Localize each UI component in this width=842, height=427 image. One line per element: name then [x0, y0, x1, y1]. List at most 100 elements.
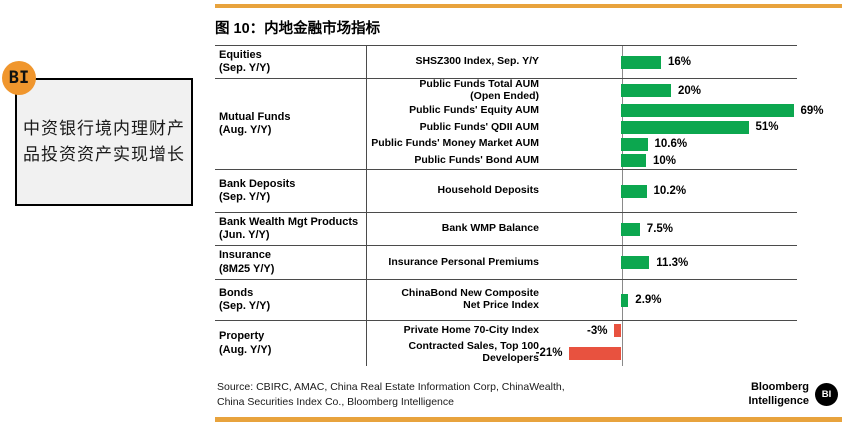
measure-label: Public Funds' Equity AUM: [409, 103, 539, 116]
category-period-label: (Aug. Y/Y): [219, 343, 272, 356]
value-bar: [568, 346, 621, 360]
indicator-line: Public Funds' Bond AUM 10%: [367, 152, 824, 169]
value-bar: [621, 55, 661, 69]
value-label: 16%: [668, 56, 692, 68]
positive-bar-zone: 11.3%: [621, 256, 797, 269]
indicator-line: Public Funds' QDII AUM 51%: [367, 119, 824, 136]
positive-bar-zone: 20%: [621, 84, 824, 98]
positive-bar-zone: 16%: [621, 55, 797, 69]
value-label: -3%: [587, 324, 608, 337]
measure-label: SHSZ300 Index, Sep. Y/Y: [415, 55, 539, 68]
figure-title: 图 10：内地金融市场指标: [215, 21, 381, 37]
value-label: 11.3%: [656, 256, 689, 269]
indicator-line: Bank WMP Balance 7.5%: [367, 213, 797, 245]
table-row: Bonds (Sep. Y/Y) ChinaBond New Composite Ne…: [215, 280, 797, 321]
value-bar: [621, 120, 749, 134]
table-row: Equities (Sep. Y/Y) SHSZ300 Index, Sep. Y/…: [215, 46, 797, 79]
value-bar: [621, 184, 647, 198]
callout-line-2: 品投资资产实现增长: [23, 145, 185, 164]
measure-label: ChinaBond New Composite Net Price Index: [401, 287, 539, 311]
bi-logo-badge: BI: [2, 61, 36, 95]
table-row: Bank Wealth Mgt Products (Jun. Y/Y) Bank W…: [215, 213, 797, 246]
source-note: Source: CBIRC, AMAC, China Real Estate I…: [217, 380, 565, 409]
value-label: 10%: [653, 154, 677, 167]
indicator-line: ChinaBond New Composite Net Price Index 2.…: [367, 280, 797, 320]
items-cell: Insurance Personal Premiums 11.3%: [367, 246, 797, 279]
negative-bar-zone: -3%: [539, 324, 621, 338]
measure-label: Insurance Personal Premiums: [388, 255, 539, 268]
value-bar: [621, 293, 629, 307]
category-period-label: (Sep. Y/Y): [219, 191, 271, 203]
value-label: -21%: [535, 347, 563, 360]
table-row: Bank Deposits (Sep. Y/Y) Household Deposit…: [215, 170, 797, 213]
category-label: Bonds: [219, 286, 254, 299]
indicator-line: Public Funds' Equity AUM 69%: [367, 103, 824, 120]
category-period-label: (Jun. Y/Y): [219, 229, 270, 241]
indicator-line: Public Funds Total AUM (Open Ended) 20%: [367, 78, 824, 103]
top-accent-rule: [215, 4, 842, 8]
positive-bar-zone: 69%: [621, 104, 824, 118]
measure-label: Bank WMP Balance: [441, 222, 539, 235]
indicator-table: Equities (Sep. Y/Y) SHSZ300 Index, Sep. Y/…: [215, 45, 824, 366]
category-period-label: (8M25 Y/Y): [219, 262, 275, 275]
measure-label: Contracted Sales, Top 100 Developers: [408, 340, 539, 365]
value-label: 10.2%: [653, 185, 687, 197]
category-label: Bank Wealth Mgt Products: [219, 215, 359, 228]
bottom-accent-rule: [215, 417, 842, 422]
brand-name-line-1: Bloomberg: [750, 381, 809, 393]
positive-bar-zone: 51%: [621, 120, 824, 134]
bloomberg-intelligence-logo: Bloomberg Intelligence BI: [748, 380, 838, 409]
items-cell: Household Deposits 10.2%: [367, 170, 797, 212]
category-label: Mutual Funds: [219, 110, 291, 123]
measure-label: Public Funds' QDII AUM: [419, 120, 539, 133]
table-row: Property (Aug. Y/Y) Private Home 70-City I…: [215, 321, 797, 366]
bi-circle-icon: BI: [815, 382, 838, 406]
positive-bar-zone: 10.2%: [621, 184, 797, 198]
measure-label: Public Funds' Money Market AUM: [371, 137, 539, 150]
table-row: Mutual Funds (Aug. Y/Y) Public Funds Total…: [215, 78, 824, 170]
brand-name: Bloomberg Intelligence: [748, 380, 809, 409]
indicator-line: SHSZ300 Index, Sep. Y/Y 16%: [367, 46, 797, 78]
brand-name-line-2: Intelligence: [748, 395, 809, 408]
category-period-label: (Sep. Y/Y): [219, 300, 271, 312]
positive-bar-zone: 2.9%: [621, 293, 797, 307]
category-cell: Bank Deposits (Sep. Y/Y): [215, 170, 367, 212]
category-cell: Insurance (8M25 Y/Y): [215, 246, 367, 279]
source-line-2: China Securities Index Co., Bloomberg In…: [217, 395, 454, 408]
value-label: 69%: [800, 104, 824, 117]
value-bar: [621, 154, 646, 168]
callout-line-1: 中资银行境内理财产: [23, 118, 185, 138]
items-cell: Public Funds Total AUM (Open Ended) 20% Pub…: [367, 78, 824, 169]
source-line-1: Source: CBIRC, AMAC, China Real Estate I…: [217, 381, 565, 393]
indicator-line: Contracted Sales, Top 100 Developers -21%: [367, 340, 797, 366]
items-cell: ChinaBond New Composite Net Price Index 2.…: [367, 280, 797, 320]
category-period-label: (Sep. Y/Y): [219, 62, 271, 74]
figure-panel: 图 10：内地金融市场指标 Equities (Sep. Y/Y) SHSZ300 …: [215, 0, 842, 427]
zero-baseline-axis: [622, 46, 623, 366]
value-label: 2.9%: [635, 294, 662, 306]
positive-bar-zone: 10%: [621, 154, 824, 168]
category-label: Bank Deposits: [219, 177, 296, 190]
measure-label: Public Funds Total AUM (Open Ended): [419, 78, 539, 102]
value-label: 10.6%: [654, 138, 688, 151]
indicator-line: Household Deposits 10.2%: [367, 170, 797, 212]
measure-label: Public Funds' Bond AUM: [414, 153, 539, 166]
category-cell: Bank Wealth Mgt Products (Jun. Y/Y): [215, 213, 367, 245]
measure-label: Private Home 70-City Index: [403, 323, 539, 336]
value-bar: [613, 324, 621, 338]
value-bar: [621, 104, 794, 118]
value-label: 51%: [755, 121, 779, 134]
indicator-line: Insurance Personal Premiums 11.3%: [367, 246, 797, 279]
category-cell: Equities (Sep. Y/Y): [215, 46, 367, 78]
category-label: Insurance: [219, 249, 271, 262]
positive-bar-zone: 7.5%: [621, 222, 797, 236]
value-bar: [621, 84, 671, 98]
category-period-label: (Aug. Y/Y): [219, 124, 272, 136]
category-label: Property: [219, 330, 265, 343]
negative-bar-zone: -21%: [535, 346, 621, 360]
indicator-line: Public Funds' Money Market AUM 10.6%: [367, 136, 824, 153]
value-label: 20%: [678, 84, 702, 97]
items-cell: SHSZ300 Index, Sep. Y/Y 16%: [367, 46, 797, 78]
value-bar: [621, 137, 648, 151]
value-bar: [621, 222, 640, 236]
